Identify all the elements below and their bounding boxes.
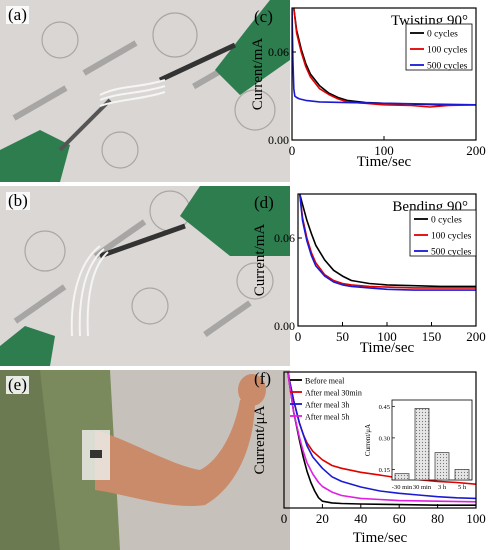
x-tick-label: 100 <box>466 511 486 526</box>
photo-bending: (b) <box>0 186 290 366</box>
inset-bar-2 <box>434 452 450 481</box>
series-line-2 <box>292 8 476 106</box>
legend-box <box>405 23 473 71</box>
x-tick-label: 200 <box>466 329 486 344</box>
series-group <box>292 8 476 108</box>
series-line-2 <box>299 194 476 291</box>
x-tick-label: 100 <box>377 329 397 344</box>
series-line-1 <box>293 8 476 108</box>
series-line-0 <box>287 372 476 506</box>
inset-bar-3 <box>454 469 470 481</box>
series-line-2 <box>287 372 476 500</box>
legend-box <box>409 209 477 257</box>
plot-frame <box>283 371 477 509</box>
series-line-0 <box>299 194 476 288</box>
series-line-3 <box>287 372 476 503</box>
x-tick-label: 200 <box>466 143 486 158</box>
y-tick-label: 0.00 <box>268 133 289 147</box>
panel-label-c: (c) <box>254 7 273 26</box>
x-axis-label: Time/sec <box>357 154 412 170</box>
series-line-1 <box>299 194 476 289</box>
inset-category-label: 5 h <box>458 484 467 491</box>
y-axis-label: Current/mA <box>252 224 268 297</box>
inset-y-tick-label: 0.30 <box>379 435 390 442</box>
x-axis-label: Time/sec <box>360 340 415 356</box>
photo-bending-drawing <box>0 186 290 366</box>
photo-twisting-drawing <box>0 0 290 182</box>
chart-twisting: (c)0 100 2000.000.06Time/secCurrent/mATwis… <box>250 7 486 170</box>
legend-label-3: After meal 5h <box>305 413 349 422</box>
panel-label-f: (f) <box>254 369 271 388</box>
series-group <box>287 372 476 506</box>
x-tick-label: 40 <box>354 511 367 526</box>
inset-bar-0 <box>394 473 410 481</box>
chart-bending: (d) 0 50 100 150 200 0.00 0.06 Time/sec Current/m… <box>252 193 486 356</box>
inset-category-label: -30 min <box>392 484 413 491</box>
panel-label-b: (b) <box>6 191 30 210</box>
legend-label-1: 100 cycles <box>431 232 472 242</box>
panel-label-a: (a) <box>6 5 29 24</box>
x-tick-label: 20 <box>316 511 329 526</box>
y-axis-label: Current/μA <box>252 405 268 474</box>
photo-twisting: (a) <box>0 0 290 182</box>
legend-label-2: 500 cycles <box>427 62 468 72</box>
chart-glucose: (f) 0 20 40 60 80 100 Time/sec Current/μA Before … <box>252 369 486 546</box>
inset-bar-1 <box>414 408 430 481</box>
panel-label-e: (e) <box>6 375 29 394</box>
x-tick-label: 60 <box>393 511 406 526</box>
x-tick-label: 100 <box>374 143 394 158</box>
x-tick-label: 50 <box>336 329 349 344</box>
inset-y-tick-label: 0.45 <box>379 404 390 411</box>
y-tick-label: 0.06 <box>268 45 289 59</box>
legend-label-0: Before meal <box>305 377 345 386</box>
y-tick-label: 0.00 <box>274 319 295 333</box>
inset-y-axis-label: Current/μA <box>364 424 372 456</box>
inset-frame <box>391 399 473 481</box>
inset-y-tick-label: 0.15 <box>379 467 390 474</box>
x-tick-label: 0 <box>281 511 288 526</box>
photo-arm-drawing <box>0 370 290 550</box>
series-group <box>299 194 476 291</box>
legend-label-1: After meal 30min <box>305 389 362 398</box>
legend-label-1: 100 cycles <box>427 46 468 56</box>
x-tick-label: 80 <box>431 511 444 526</box>
y-tick-label: 0.06 <box>274 231 295 245</box>
x-tick-label: 0 <box>295 329 302 344</box>
legend-label-0: 0 cycles <box>431 216 462 226</box>
legend-label-2: 500 cycles <box>431 248 472 258</box>
inset-category-label: 3 h <box>438 484 447 491</box>
inset-category-label: 30 min <box>413 484 432 491</box>
x-axis-label: Time/sec <box>353 530 408 546</box>
panel-label-d: (d) <box>254 193 274 212</box>
x-tick-label: 0 <box>289 143 296 158</box>
y-axis-label: Current/mA <box>250 38 266 111</box>
x-tick-label: 150 <box>422 329 442 344</box>
photo-arm: (e) <box>0 370 290 550</box>
legend-label-2: After meal 3h <box>305 401 349 410</box>
legend-label-0: 0 cycles <box>427 30 458 40</box>
